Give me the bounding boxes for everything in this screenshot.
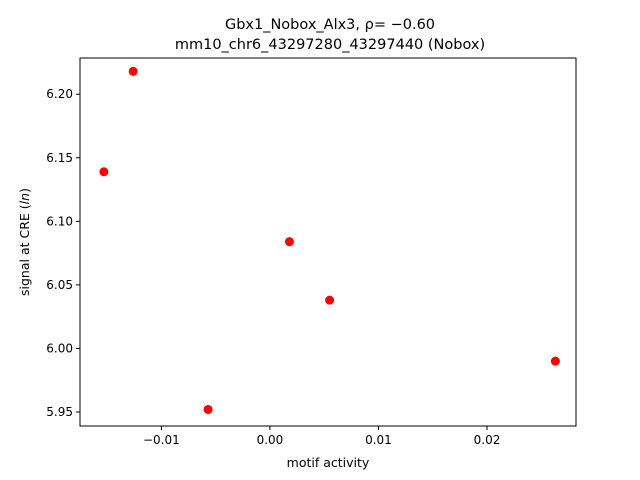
y-tick-label: 6.20 bbox=[46, 87, 73, 101]
x-tick-label: 0.01 bbox=[365, 433, 392, 447]
data-point bbox=[550, 356, 560, 366]
data-point bbox=[128, 66, 138, 76]
plot-area bbox=[79, 57, 577, 427]
y-tick-label: 6.10 bbox=[46, 214, 73, 228]
x-tick-label: −0.01 bbox=[143, 433, 180, 447]
x-axis-ticks: −0.01 0.00 0.01 0.02 bbox=[143, 426, 500, 447]
chart-title: Gbx1_Nobox_Alx3, ρ= −0.60 bbox=[225, 17, 435, 33]
data-points bbox=[99, 66, 560, 414]
data-point bbox=[99, 167, 109, 177]
y-tick-label: 6.00 bbox=[46, 341, 73, 355]
y-axis-label: signal at CRE (ln) bbox=[17, 188, 32, 296]
y-tick-label: 5.95 bbox=[46, 405, 73, 419]
y-axis-ticks: 5.95 6.00 6.05 6.10 6.15 6.20 bbox=[46, 87, 80, 419]
x-tick-label: 0.00 bbox=[257, 433, 284, 447]
chart-subtitle: mm10_chr6_43297280_43297440 (Nobox) bbox=[175, 37, 485, 53]
data-point bbox=[284, 237, 294, 247]
y-tick-label: 6.05 bbox=[46, 278, 73, 292]
data-point bbox=[325, 295, 335, 305]
x-tick-label: 0.02 bbox=[474, 433, 501, 447]
data-point bbox=[203, 404, 213, 414]
y-tick-label: 6.15 bbox=[46, 151, 73, 165]
x-axis-label: motif activity bbox=[287, 455, 370, 470]
